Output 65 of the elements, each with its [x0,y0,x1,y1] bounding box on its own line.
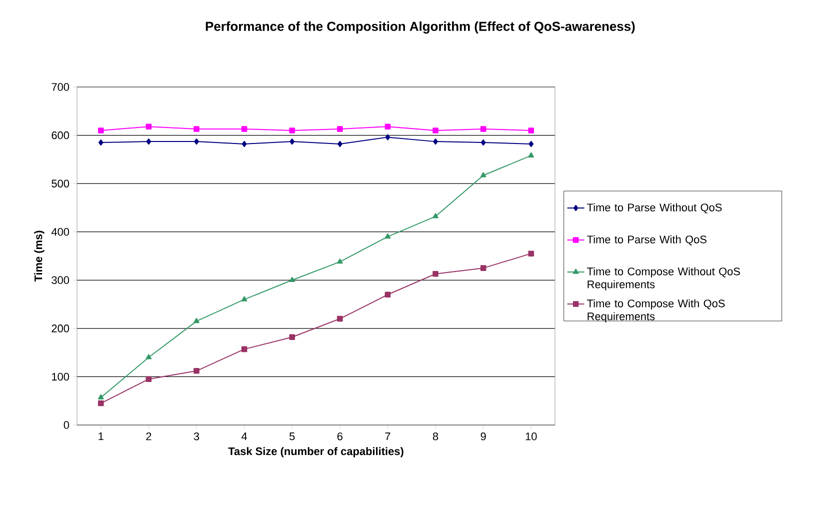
point [337,316,343,322]
point [241,126,248,132]
x-tick-label: 1 [98,432,104,440]
x-tick-label: 7 [385,432,390,440]
point [98,139,104,146]
legend-label: Time to Parse With QoS [587,235,706,246]
x-tick-label: 3 [194,432,200,440]
y-tick-label: 100 [52,372,70,381]
point [194,126,200,132]
point [146,138,152,145]
x-tick-label: 10 [526,432,537,440]
point [528,152,534,158]
x-tick-label: 9 [480,432,486,440]
x-tick-label: 4 [242,432,248,440]
x-tick-label: 5 [289,432,295,440]
x-tick-label: 6 [337,432,342,440]
point [241,346,248,352]
point [289,334,295,340]
legend-label: Time to Compose With QoS Requirements [587,299,725,322]
chart-title: Performance of the Composition Algorithm (Effect of QoS-awareness) [206,21,635,34]
point [337,140,342,148]
y-tick-label: 400 [51,228,70,236]
point [98,400,104,406]
y-tick-label: 700 [52,83,70,91]
point [194,368,200,374]
point [336,258,343,264]
point [98,128,104,134]
y-tick-label: 500 [52,180,70,188]
point [290,138,295,145]
x-tick-label: 2 [146,432,152,440]
x-axis-title: Task Size (number of capabilities) [228,447,404,458]
point [480,172,486,178]
point [337,126,343,132]
point [528,128,534,134]
point [146,354,152,360]
point [528,250,534,256]
point [194,318,200,324]
point [241,296,248,302]
point [194,138,199,145]
y-tick-label: 600 [52,131,70,140]
y-tick-label: 300 [52,276,70,284]
point [432,270,438,277]
point [384,124,391,130]
point [242,140,247,148]
point [384,233,391,239]
point [432,213,438,218]
point [480,126,486,132]
y-axis-title: Time (ms) [34,230,44,282]
point [289,128,295,134]
y-tick-label: 0 [64,421,70,429]
point [384,292,391,298]
legend-label: Time to Compose Without QoS Requirements [587,267,740,290]
point [480,139,486,146]
point [146,376,152,382]
point [433,138,438,145]
point [528,140,534,148]
legend-label: Time to Parse Without QoS [587,203,722,214]
point [385,134,390,140]
y-tick-label: 200 [52,324,70,332]
point [480,265,486,271]
point [432,128,438,134]
x-tick-label: 8 [432,432,438,440]
point [289,276,296,282]
point [98,394,104,400]
point [146,124,152,130]
